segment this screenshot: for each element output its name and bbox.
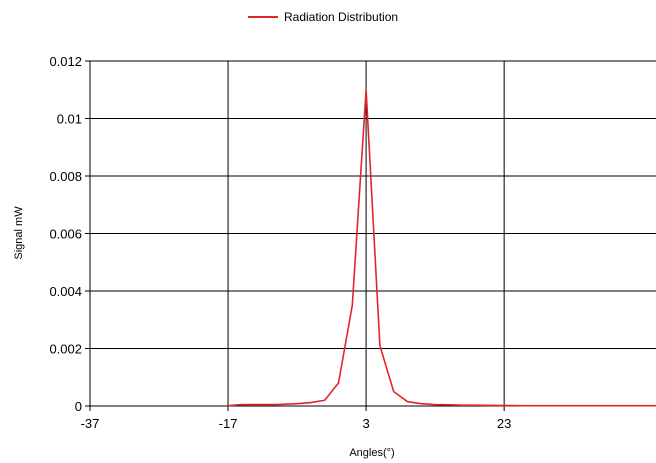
axes bbox=[85, 60, 656, 411]
tick-labels: 0 0.002 0.004 0.006 0.008 0.01 0.012 -37 -17 3 23 bbox=[49, 54, 511, 431]
legend-label-radiation-distribution: Radiation Distribution bbox=[284, 10, 398, 24]
y-tick-label: 0 bbox=[75, 399, 82, 414]
x-tick-label: 3 bbox=[362, 416, 369, 431]
series-layer bbox=[227, 88, 656, 407]
x-tick-label: -17 bbox=[219, 416, 238, 431]
series-line-radiation-distribution bbox=[227, 88, 656, 407]
y-tick-label: 0.004 bbox=[49, 284, 82, 299]
x-tick-label: 23 bbox=[497, 416, 511, 431]
y-tick-label: 0.012 bbox=[49, 54, 82, 69]
y-tick-label: 0.01 bbox=[57, 112, 82, 127]
y-tick-label: 0.008 bbox=[49, 169, 82, 184]
y-tick-label: 0.006 bbox=[49, 227, 82, 242]
legend: Radiation Distribution bbox=[248, 10, 398, 24]
x-tick-label: -37 bbox=[81, 416, 100, 431]
y-tick-label: 0.002 bbox=[49, 342, 82, 357]
y-axis-label: Signal mW bbox=[13, 206, 25, 260]
x-axis-label: Angles(°) bbox=[349, 447, 394, 459]
gridlines bbox=[90, 60, 656, 406]
